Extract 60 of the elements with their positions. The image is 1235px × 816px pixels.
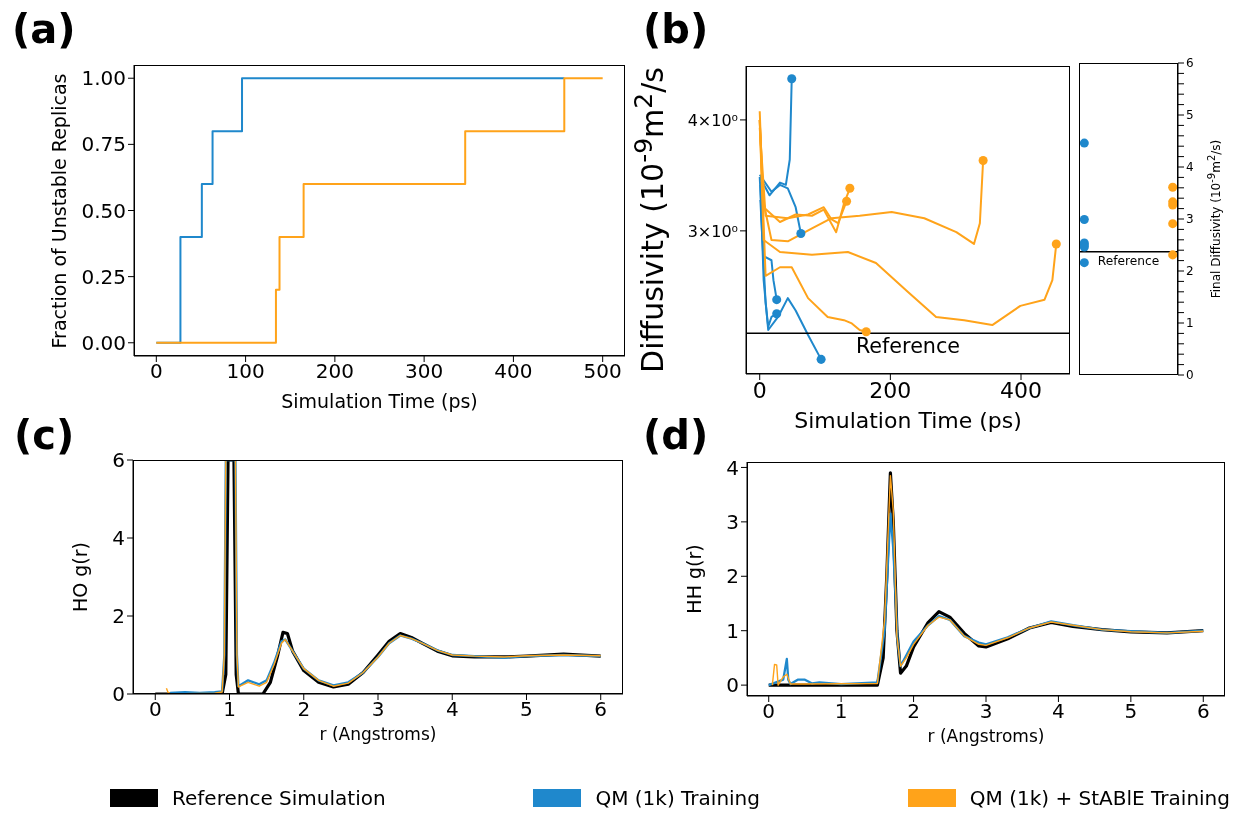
x-axis-title: r (Angstroms): [319, 724, 437, 744]
chart-title: (d): [643, 412, 709, 458]
x-tick-label: 300: [405, 359, 444, 384]
y-axis-title: HO g(r): [68, 542, 91, 612]
x-tick-label: 3: [979, 699, 993, 724]
x-tick-label: 4: [1052, 699, 1065, 724]
x-tick-label: 500: [583, 359, 622, 384]
x-tick-label: 0: [762, 699, 776, 724]
x-tick-label: 0: [752, 377, 767, 403]
x-tick-label: 400: [494, 359, 533, 384]
x-tick-label: 200: [869, 377, 912, 403]
x-tick-label: 4: [445, 697, 459, 722]
legend-label: Reference Simulation: [172, 786, 386, 810]
x-tick-label: 3: [371, 697, 385, 722]
legend-label: QM (1k) + StABlE Training: [969, 786, 1230, 810]
y-tick-label: 0.00: [81, 330, 126, 355]
y-tick-label: 1.00: [81, 66, 126, 91]
x-tick-label: 2: [907, 699, 920, 724]
y2-tick-label: 2: [1186, 264, 1194, 279]
y-tick-label: 2: [726, 564, 739, 589]
y-tick-label: 0: [726, 673, 739, 698]
y-tick-label: 2: [112, 604, 125, 629]
x-tick-label: 6: [594, 697, 608, 722]
chart-title: (a): [12, 6, 76, 52]
y-tick-label: 3: [726, 509, 739, 534]
y2-tick-label: 3: [1186, 212, 1194, 227]
y2-tick-label: 5: [1186, 108, 1194, 123]
x-tick-label: 200: [315, 359, 354, 384]
x-axis-title: Simulation Time (ps): [281, 390, 478, 412]
y-tick-label: 0.50: [81, 198, 126, 223]
x-tick-label: 0: [149, 359, 163, 384]
x-tick-label: 5: [1124, 699, 1138, 724]
x-tick-label: 2: [297, 697, 311, 722]
ref-line-label: Reference: [855, 334, 961, 359]
y-tick-label: 0.75: [81, 132, 126, 157]
y-tick-label: 4: [112, 526, 125, 551]
y-tick-label: 4×10⁰: [687, 110, 738, 130]
y2-tick-label: 1: [1186, 316, 1194, 331]
legend-label: QM (1k) Training: [595, 786, 760, 810]
x-axis-title: r (Angstroms): [927, 726, 1045, 746]
y-tick-label: 6: [112, 448, 125, 473]
x-tick-label: 400: [1000, 377, 1043, 403]
y-axis-title: Fraction of Unstable Replicas: [47, 73, 70, 348]
chart-title: (c): [14, 412, 75, 458]
x-tick-label: 6: [1196, 699, 1210, 724]
y-tick-label: 3×10⁰: [687, 221, 738, 241]
chart-title: (b): [643, 6, 709, 52]
x-tick-label: 100: [226, 359, 265, 384]
ref-line-label: Reference: [1097, 254, 1160, 269]
x-tick-label: 1: [834, 699, 848, 724]
y-tick-label: 1: [726, 618, 739, 643]
x-tick-label: 0: [148, 697, 162, 722]
y-tick-label: 0.25: [81, 264, 126, 289]
y-axis-title: HH g(r): [682, 544, 705, 614]
y2-tick-label: 4: [1186, 160, 1194, 175]
x-tick-label: 1: [223, 697, 236, 722]
y-tick-label: 4: [726, 455, 739, 480]
x-axis-title: Simulation Time (ps): [794, 408, 1022, 433]
y2-tick-label: 6: [1186, 56, 1194, 71]
x-tick-label: 5: [520, 697, 533, 722]
